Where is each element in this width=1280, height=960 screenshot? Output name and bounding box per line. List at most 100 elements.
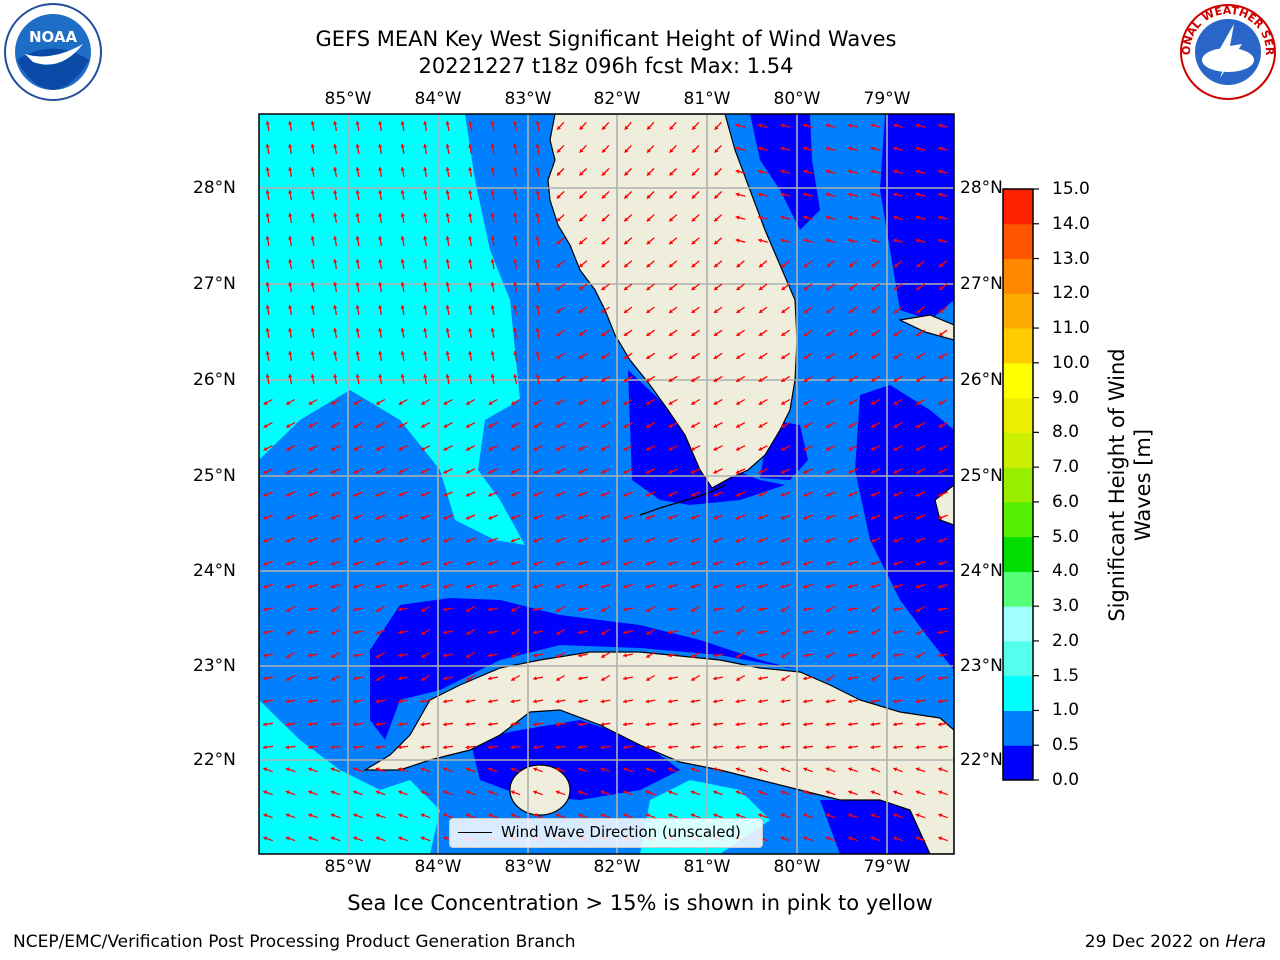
wave-arrow-head — [310, 236, 315, 240]
wave-arrow-head — [871, 608, 876, 612]
wave-arrow-head — [825, 123, 830, 128]
wave-arrow-head — [263, 630, 267, 635]
wave-arrow-head — [624, 217, 629, 222]
wave-arrow-head — [826, 263, 831, 268]
wave-arrow-head — [378, 144, 383, 148]
wave-arrow-head — [915, 813, 920, 818]
wave-arrow-head — [759, 263, 764, 268]
wave-arrow-head — [736, 309, 741, 313]
wave-arrow-head — [400, 328, 405, 332]
wave-arrow-head — [465, 722, 470, 727]
wave-arrow-head — [398, 446, 403, 451]
wave-arrow-head — [780, 492, 785, 497]
wave-arrow-head — [465, 699, 470, 704]
wave-arrow-head — [468, 213, 473, 217]
wave-arrow-head — [601, 286, 606, 290]
wave-arrow-head — [579, 286, 583, 290]
wave-arrow-head — [623, 378, 628, 382]
wave-arrow-head — [803, 653, 807, 658]
wave-arrow-head — [870, 561, 875, 566]
wave-arrow-head — [691, 423, 696, 428]
wave-arrow-head — [330, 790, 335, 795]
wave-arrow-head — [420, 790, 425, 795]
wave-arrow-head — [556, 240, 561, 245]
wave-arrow-head — [781, 446, 785, 451]
wave-arrow-head — [423, 236, 428, 240]
wave-arrow-head — [645, 722, 650, 727]
wave-arrow-head — [645, 790, 650, 795]
wave-arrow-head — [556, 446, 560, 451]
wave-arrow-head — [915, 169, 920, 174]
wave-arrow-head — [646, 469, 650, 474]
wave-arrow-head — [848, 790, 853, 795]
wave-arrow-head — [848, 192, 852, 197]
wave-arrow-head — [265, 374, 270, 378]
lat-tick-left: 24°N — [193, 561, 236, 581]
colorbar-swatch — [1003, 501, 1033, 538]
wave-arrow-head — [263, 423, 268, 428]
lat-tick-right: 28°N — [960, 178, 1003, 198]
wave-arrow-head — [646, 677, 651, 681]
wave-arrow-head — [893, 653, 897, 658]
wave-arrow-head — [915, 238, 920, 243]
wave-arrow-head — [513, 259, 518, 263]
wave-arrow-head — [353, 538, 358, 543]
wave-arrow-head — [623, 699, 627, 704]
colorbar-tick-label: 13.0 — [1052, 248, 1090, 269]
wave-arrow-head — [669, 309, 673, 313]
wave-arrow-head — [555, 767, 560, 772]
wave-arrow-head — [468, 121, 473, 125]
wave-field-low-florida-bay — [628, 370, 785, 505]
wave-arrow-head — [535, 328, 540, 332]
wave-arrow-head — [513, 190, 518, 194]
wave-arrow-head — [645, 767, 650, 772]
wave-arrow-head — [333, 236, 338, 240]
wave-arrow-head — [669, 263, 674, 268]
wave-arrow-head — [870, 767, 875, 772]
wave-arrow-head — [870, 584, 875, 589]
wave-arrow-head — [848, 584, 853, 589]
wave-arrow-head — [355, 121, 360, 125]
wave-arrow-head — [669, 286, 673, 290]
wave-arrow-head — [871, 332, 876, 336]
wave-arrow-head — [375, 767, 380, 772]
wave-arrow-head — [265, 213, 270, 217]
wave-arrow-head — [578, 584, 583, 589]
wave-arrow-head — [510, 561, 515, 566]
wave-arrow-head — [490, 259, 495, 263]
wave-arrow-head — [488, 492, 493, 497]
wave-arrow-head — [826, 423, 831, 428]
wave-arrow-head — [445, 190, 450, 194]
wave-arrow-head — [714, 309, 718, 313]
wave-arrow-head — [915, 722, 920, 727]
wave-arrow-head — [288, 190, 293, 194]
wave-arrow-head — [939, 263, 944, 268]
wave-arrow-head — [735, 146, 740, 151]
wave-arrow-head — [780, 192, 785, 197]
wave-arrow-head — [376, 631, 381, 635]
wave-arrow-head — [758, 630, 762, 635]
wave-arrow-head — [870, 238, 875, 243]
wave-arrow-head — [285, 699, 290, 704]
wave-arrow-head — [668, 423, 673, 428]
wave-arrow-head — [600, 813, 605, 818]
wave-arrow-head — [263, 607, 267, 612]
wave-arrow-head — [466, 608, 471, 612]
wave-arrow-head — [938, 767, 943, 772]
wave-arrow-head — [555, 813, 560, 818]
wave-arrow-head — [445, 374, 450, 378]
wave-arrow-head — [578, 745, 582, 750]
wave-arrow-head — [443, 745, 447, 750]
wave-arrow-head — [938, 215, 942, 220]
wave-arrow-head — [713, 538, 718, 543]
wave-arrow-head — [265, 305, 270, 309]
wave-arrow-head — [288, 374, 293, 378]
wave-arrow-head — [466, 654, 471, 658]
wave-arrow-head — [420, 767, 425, 772]
wave-arrow-head — [758, 378, 763, 382]
wave-arrow-head — [939, 309, 943, 313]
wave-arrow-head — [893, 215, 897, 220]
wave-arrow-head — [781, 608, 786, 612]
wave-arrow-head — [465, 515, 470, 520]
